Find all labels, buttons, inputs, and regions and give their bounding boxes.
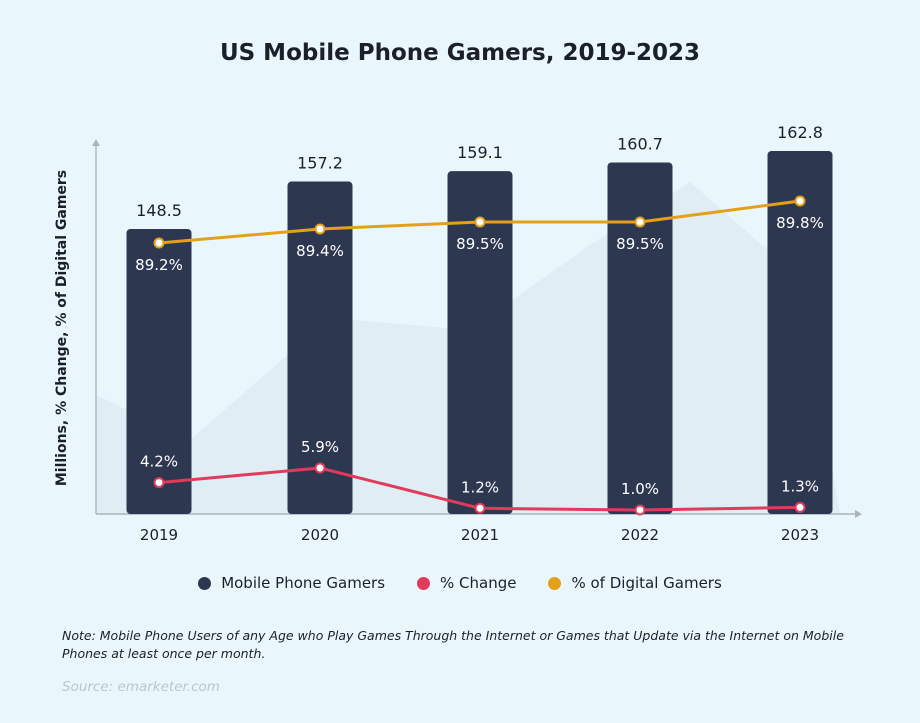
legend-label: % Change [440,574,517,592]
bar [287,181,353,514]
legend-item-percent-digital-gamers: % of Digital Gamers [548,574,722,592]
legend-label: Mobile Phone Gamers [221,574,386,592]
digital-gamers-point [634,216,646,228]
legend-label: % of Digital Gamers [571,574,722,592]
y-axis-arrow [92,139,100,146]
source-credit: Source: emarketer.com [62,679,220,695]
bar-value-label: 148.5 [136,201,182,220]
digital-gamers-value-label: 89.4% [296,242,344,260]
bar [767,151,833,514]
digital-gamers-point [153,237,165,249]
percent-change-point [634,504,646,516]
legend: Mobile Phone Gamers % Change % of Digita… [0,574,920,592]
bar [126,229,192,514]
digital-gamers-value-label: 89.5% [456,235,504,253]
percent-change-point [794,501,806,513]
y-axis-label: Millions, % Change, % of Digital Gamers [54,169,70,487]
percent-change-point [153,477,165,489]
bar-series [126,151,833,515]
bar [447,171,513,514]
line-series [153,195,806,516]
x-tick-label: 2023 [781,526,819,544]
legend-marker-change [417,576,431,590]
digital-gamers-value-label: 89.5% [616,235,664,253]
x-tick-label: 2021 [461,526,499,544]
percent-change-value-label: 4.2% [140,453,178,471]
bar-value-label: 157.2 [297,154,343,173]
percent-change-value-label: 1.2% [461,478,499,496]
percent-change-value-label: 1.3% [781,477,819,495]
digital-gamers-point [794,195,806,207]
legend-marker-digital [548,576,562,590]
digital-gamers-value-label: 89.2% [135,256,183,274]
data-labels: 148.5 157.2 159.1 160.7 162.8 89.2% 89.4% 89.5%… [135,123,824,498]
bar [607,162,673,515]
chart-title: US Mobile Phone Gamers, 2019-2023 [219,40,701,66]
legend-item-mobile-phone-gamers: Mobile Phone Gamers [198,574,385,592]
x-axis-arrow [855,510,862,518]
footnote: Note: Mobile Phone Users of any Age who … [62,628,844,661]
percent-change-value-label: 5.9% [301,438,339,456]
x-tick-label: 2022 [621,526,659,544]
percent-change-point [314,462,326,474]
bar-value-label: 162.8 [777,123,823,142]
bar-value-label: 159.1 [457,143,503,162]
legend-marker-bar [198,576,212,590]
x-tick-label: 2019 [140,526,178,544]
digital-gamers-point [314,223,326,235]
percent-change-value-label: 1.0% [621,480,659,498]
digital-gamers-point [474,216,486,228]
legend-item-percent-change: % Change [417,574,516,592]
chart-area: 2019 2020 2021 2022 2023 148.5 157.2 159.1 160.… [92,123,862,544]
x-tick-label: 2020 [301,526,339,544]
digital-gamers-value-label: 89.8% [776,214,824,232]
bar-value-label: 160.7 [617,134,663,153]
axes: 2019 2020 2021 2022 2023 [92,139,862,544]
percent-change-point [474,502,486,514]
